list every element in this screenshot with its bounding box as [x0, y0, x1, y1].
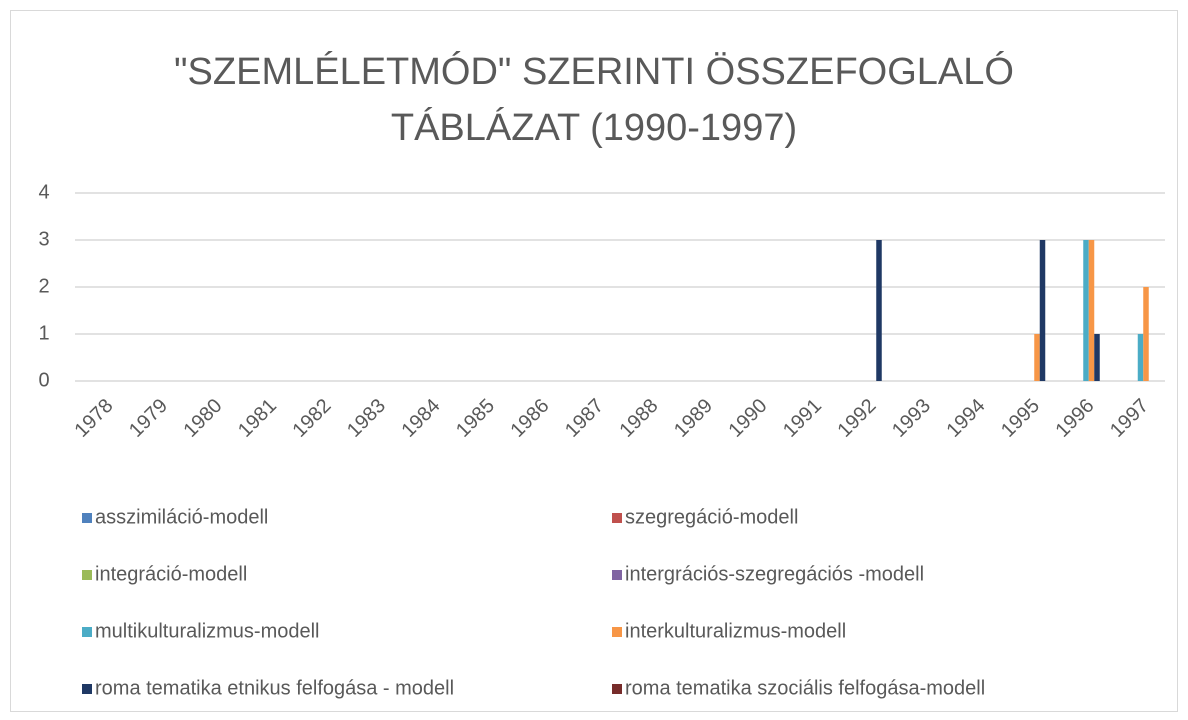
legend-label: integráció-modell: [95, 563, 247, 585]
x-tick-label: 1980: [179, 395, 226, 442]
x-tick-label: 1981: [234, 395, 281, 442]
chart-frame: [10, 10, 1178, 712]
legend-swatch: [612, 684, 622, 694]
legend-label: intergrációs-szegregációs -modell: [625, 563, 924, 585]
x-tick-label: 1982: [288, 395, 335, 442]
chart-title: "SZEMLÉLETMÓD" SZERINTI ÖSSZEFOGLALÓ TÁB…: [174, 51, 1014, 149]
legend-label: multikulturalizmus-modell: [95, 620, 320, 642]
y-tick-label: 0: [38, 369, 49, 391]
legend-swatch: [82, 513, 92, 523]
bar: [876, 240, 882, 381]
bar: [1039, 240, 1046, 381]
bar: [1137, 334, 1144, 381]
x-tick-label: 1984: [397, 395, 444, 442]
x-tick-label: 1990: [724, 395, 771, 442]
y-tick-label: 1: [38, 322, 49, 344]
x-tick-label: 1979: [125, 395, 172, 442]
legend-swatch: [82, 570, 92, 580]
x-tick-label: 1983: [343, 395, 390, 442]
x-tick-label: 1992: [833, 395, 880, 442]
x-tick-label: 1996: [1051, 395, 1098, 442]
bar: [1143, 287, 1149, 381]
bar: [1088, 240, 1095, 381]
bar: [1083, 240, 1089, 381]
legend-swatch: [612, 513, 622, 523]
x-tick-label: 1995: [997, 395, 1044, 442]
legend-label: roma tematika szociális felfogása-modell: [625, 677, 985, 699]
legend-label: szegregáció-modell: [625, 506, 798, 528]
legend-swatch: [82, 627, 92, 637]
x-tick-label: 1988: [615, 395, 662, 442]
legend-label: interkulturalizmus-modell: [625, 620, 846, 642]
legend-swatch: [612, 570, 622, 580]
y-tick-label: 2: [38, 275, 49, 297]
y-tick-label: 4: [38, 181, 49, 203]
x-tick-label: 1997: [1106, 395, 1153, 442]
x-tick-label: 1978: [70, 395, 117, 442]
x-tick-label: 1994: [942, 395, 989, 442]
legend-swatch: [612, 627, 622, 637]
x-tick-label: 1985: [452, 395, 499, 442]
x-tick-label: 1986: [506, 395, 553, 442]
legend-label: asszimiláció-modell: [95, 506, 268, 528]
x-tick-label: 1993: [888, 395, 935, 442]
legend-label: roma tematika etnikus felfogása - modell: [95, 677, 454, 699]
bar: [1034, 334, 1040, 381]
x-tick-label: 1987: [561, 395, 608, 442]
x-tick-label: 1989: [670, 395, 717, 442]
y-tick-label: 3: [38, 228, 49, 250]
x-tick-label: 1991: [779, 395, 826, 442]
legend-swatch: [82, 684, 92, 694]
bar: [1094, 334, 1100, 381]
